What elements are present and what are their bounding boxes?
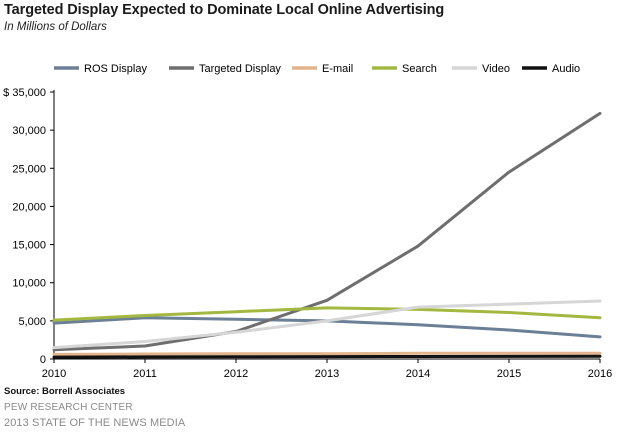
series-line-search (52, 306, 602, 322)
y-tick-label: 5,000 (18, 316, 46, 328)
y-tick-label: 0 (40, 354, 46, 366)
y-tick-label: 30,000 (12, 125, 46, 137)
legend-label-targeted-display: Targeted Display (199, 63, 281, 75)
x-tick-label: 2016 (588, 368, 612, 380)
line-chart: ROS Display Targeted Display E-mail Search V… (3, 63, 612, 380)
y-tick-label: $ 35,000 (3, 87, 46, 99)
x-tick-label: 2011 (133, 368, 157, 380)
y-tick-label: 25,000 (12, 163, 46, 175)
organization-name: PEW RESEARCH CENTER (4, 402, 133, 413)
series-line-targeted-display (52, 111, 602, 352)
report-name: 2013 STATE OF THE NEWS MEDIA (4, 417, 186, 429)
chart-title: Targeted Display Expected to Dominate Lo… (4, 2, 445, 18)
x-tick-label: 2015 (497, 368, 521, 380)
y-axis: $ 35,000 30,000 25,000 20,000 15,000 10,000 5,… (3, 87, 55, 366)
x-tick-label: 2014 (406, 368, 430, 380)
x-tick-label: 2010 (42, 368, 66, 380)
x-axis: 2010 2011 2012 2013 2014 2015 2016 (42, 358, 612, 380)
x-tick-label: 2012 (224, 368, 248, 380)
series-lines (52, 111, 602, 359)
legend-label-e-mail: E-mail (322, 63, 353, 75)
chart-subtitle: In Millions of Dollars (4, 21, 107, 33)
x-tick-label: 2013 (315, 368, 339, 380)
legend-label-video: Video (482, 63, 510, 75)
source-note: Source: Borrell Associates (4, 386, 126, 397)
series-line-video (52, 299, 602, 350)
y-tick-label: 15,000 (12, 240, 46, 252)
legend-label-ros-display: ROS Display (84, 63, 147, 75)
y-tick-label: 20,000 (12, 201, 46, 213)
legend: ROS Display Targeted Display E-mail Search V… (54, 63, 580, 75)
series-line-audio (52, 354, 602, 359)
y-tick-label: 10,000 (12, 278, 46, 290)
legend-label-search: Search (402, 63, 437, 75)
series-line-e-mail (52, 351, 602, 356)
legend-label-audio: Audio (552, 63, 580, 75)
